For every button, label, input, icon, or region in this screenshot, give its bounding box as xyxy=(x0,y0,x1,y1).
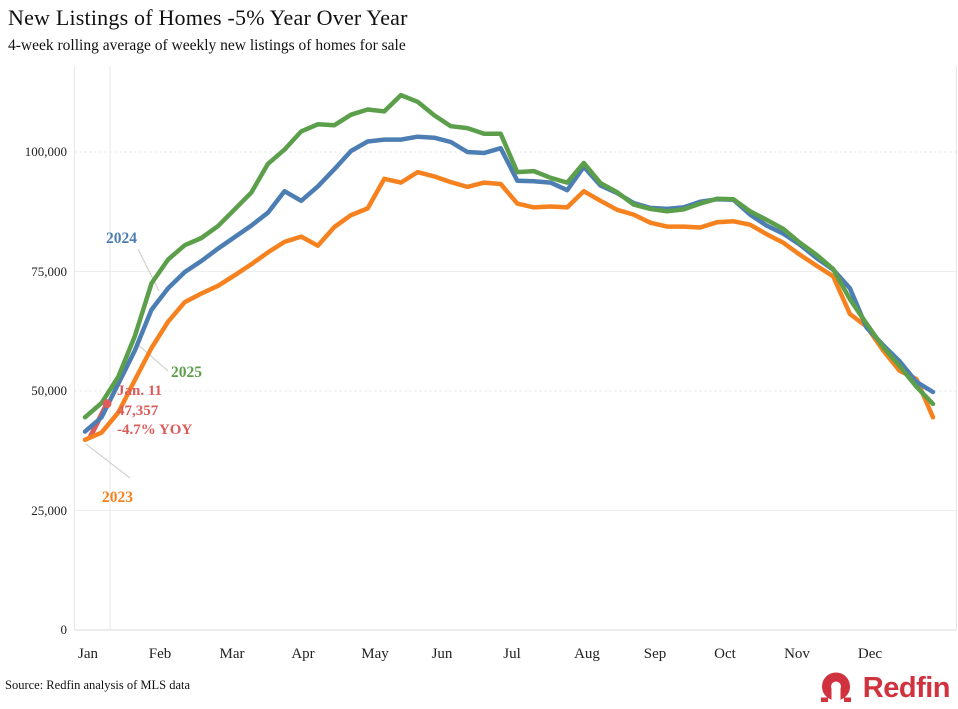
line-2023 xyxy=(82,169,936,443)
chart-subtitle: 4-week rolling average of weekly new lis… xyxy=(8,37,406,54)
redfin-logo: Redfin xyxy=(816,671,951,705)
label-leader-2023 xyxy=(85,443,131,479)
line-2025 xyxy=(82,92,936,420)
latest-point-dot xyxy=(102,399,112,409)
redfin-logo-text: Redfin xyxy=(862,672,951,704)
redfin-logo-icon xyxy=(820,672,851,705)
label-leader-2024 xyxy=(137,248,160,292)
chart-title: New Listings of Homes -5% Year Over Year xyxy=(8,5,408,30)
label-leader-2025 xyxy=(135,342,169,372)
source-note: Source: Redfin analysis of MLS data xyxy=(5,678,191,692)
line-2024 xyxy=(82,134,936,434)
